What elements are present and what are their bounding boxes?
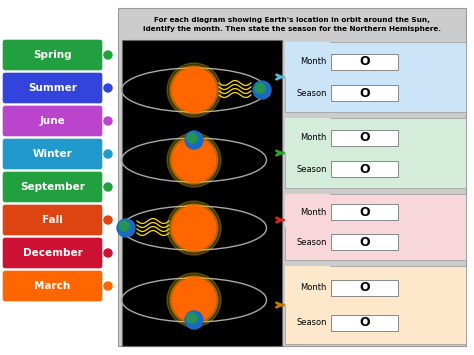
- Circle shape: [104, 51, 112, 59]
- FancyBboxPatch shape: [118, 8, 466, 346]
- FancyBboxPatch shape: [2, 72, 103, 104]
- FancyBboxPatch shape: [331, 315, 398, 331]
- Circle shape: [170, 66, 218, 114]
- FancyBboxPatch shape: [2, 105, 103, 137]
- Circle shape: [167, 133, 221, 187]
- Text: Winter: Winter: [33, 149, 73, 159]
- Circle shape: [104, 282, 112, 290]
- Text: Season: Season: [297, 238, 327, 247]
- FancyBboxPatch shape: [2, 138, 103, 170]
- Circle shape: [167, 273, 221, 327]
- Text: September: September: [20, 182, 85, 192]
- Circle shape: [104, 84, 112, 92]
- Circle shape: [104, 183, 112, 191]
- Circle shape: [172, 138, 216, 182]
- FancyBboxPatch shape: [285, 42, 330, 77]
- Text: Summer: Summer: [28, 83, 77, 93]
- Text: O: O: [359, 87, 370, 100]
- Circle shape: [104, 249, 112, 257]
- FancyBboxPatch shape: [2, 171, 103, 203]
- FancyBboxPatch shape: [331, 85, 398, 101]
- Text: Season: Season: [297, 89, 327, 98]
- Circle shape: [185, 131, 203, 149]
- Text: Spring: Spring: [33, 50, 72, 60]
- Circle shape: [119, 221, 129, 231]
- Circle shape: [167, 63, 221, 117]
- FancyBboxPatch shape: [331, 130, 398, 146]
- FancyBboxPatch shape: [2, 204, 103, 236]
- FancyBboxPatch shape: [2, 270, 103, 302]
- Circle shape: [185, 311, 203, 329]
- Circle shape: [172, 206, 216, 250]
- FancyBboxPatch shape: [331, 204, 398, 220]
- Text: O: O: [359, 163, 370, 176]
- FancyBboxPatch shape: [331, 234, 398, 250]
- FancyBboxPatch shape: [285, 194, 466, 260]
- Text: identify the month. Then state the season for the Northern Hemisphere.: identify the month. Then state the seaso…: [143, 26, 441, 32]
- Circle shape: [170, 136, 218, 184]
- Circle shape: [167, 201, 221, 255]
- FancyBboxPatch shape: [331, 161, 398, 177]
- Text: Month: Month: [301, 283, 327, 292]
- FancyBboxPatch shape: [285, 118, 330, 153]
- Circle shape: [104, 150, 112, 158]
- Text: Month: Month: [301, 208, 327, 217]
- Circle shape: [104, 216, 112, 224]
- Text: O: O: [359, 206, 370, 219]
- FancyBboxPatch shape: [2, 237, 103, 269]
- FancyBboxPatch shape: [2, 39, 103, 71]
- Text: Season: Season: [297, 318, 327, 327]
- FancyBboxPatch shape: [331, 54, 398, 70]
- Text: Month: Month: [301, 57, 327, 66]
- Circle shape: [170, 204, 218, 252]
- Circle shape: [172, 278, 216, 322]
- Circle shape: [255, 83, 265, 93]
- Text: June: June: [40, 116, 65, 126]
- FancyBboxPatch shape: [285, 42, 466, 112]
- Text: Fall: Fall: [42, 215, 63, 225]
- Circle shape: [117, 219, 135, 237]
- Text: O: O: [359, 131, 370, 144]
- Bar: [122, 40, 282, 346]
- FancyBboxPatch shape: [285, 118, 466, 188]
- Circle shape: [104, 117, 112, 125]
- Circle shape: [170, 276, 218, 324]
- Text: Month: Month: [301, 133, 327, 142]
- Text: December: December: [23, 248, 82, 258]
- FancyBboxPatch shape: [285, 194, 330, 227]
- FancyBboxPatch shape: [285, 266, 330, 305]
- Circle shape: [187, 313, 197, 323]
- Text: Season: Season: [297, 165, 327, 174]
- Text: O: O: [359, 236, 370, 249]
- Text: O: O: [359, 282, 370, 294]
- Circle shape: [172, 68, 216, 112]
- Text: For each diagram showing Earth's location in orbit around the Sun,: For each diagram showing Earth's locatio…: [154, 17, 430, 23]
- Circle shape: [253, 81, 271, 99]
- Circle shape: [187, 133, 197, 143]
- Text: O: O: [359, 316, 370, 329]
- FancyBboxPatch shape: [285, 266, 466, 344]
- Text: March: March: [35, 281, 71, 291]
- Text: O: O: [359, 55, 370, 68]
- FancyBboxPatch shape: [331, 280, 398, 296]
